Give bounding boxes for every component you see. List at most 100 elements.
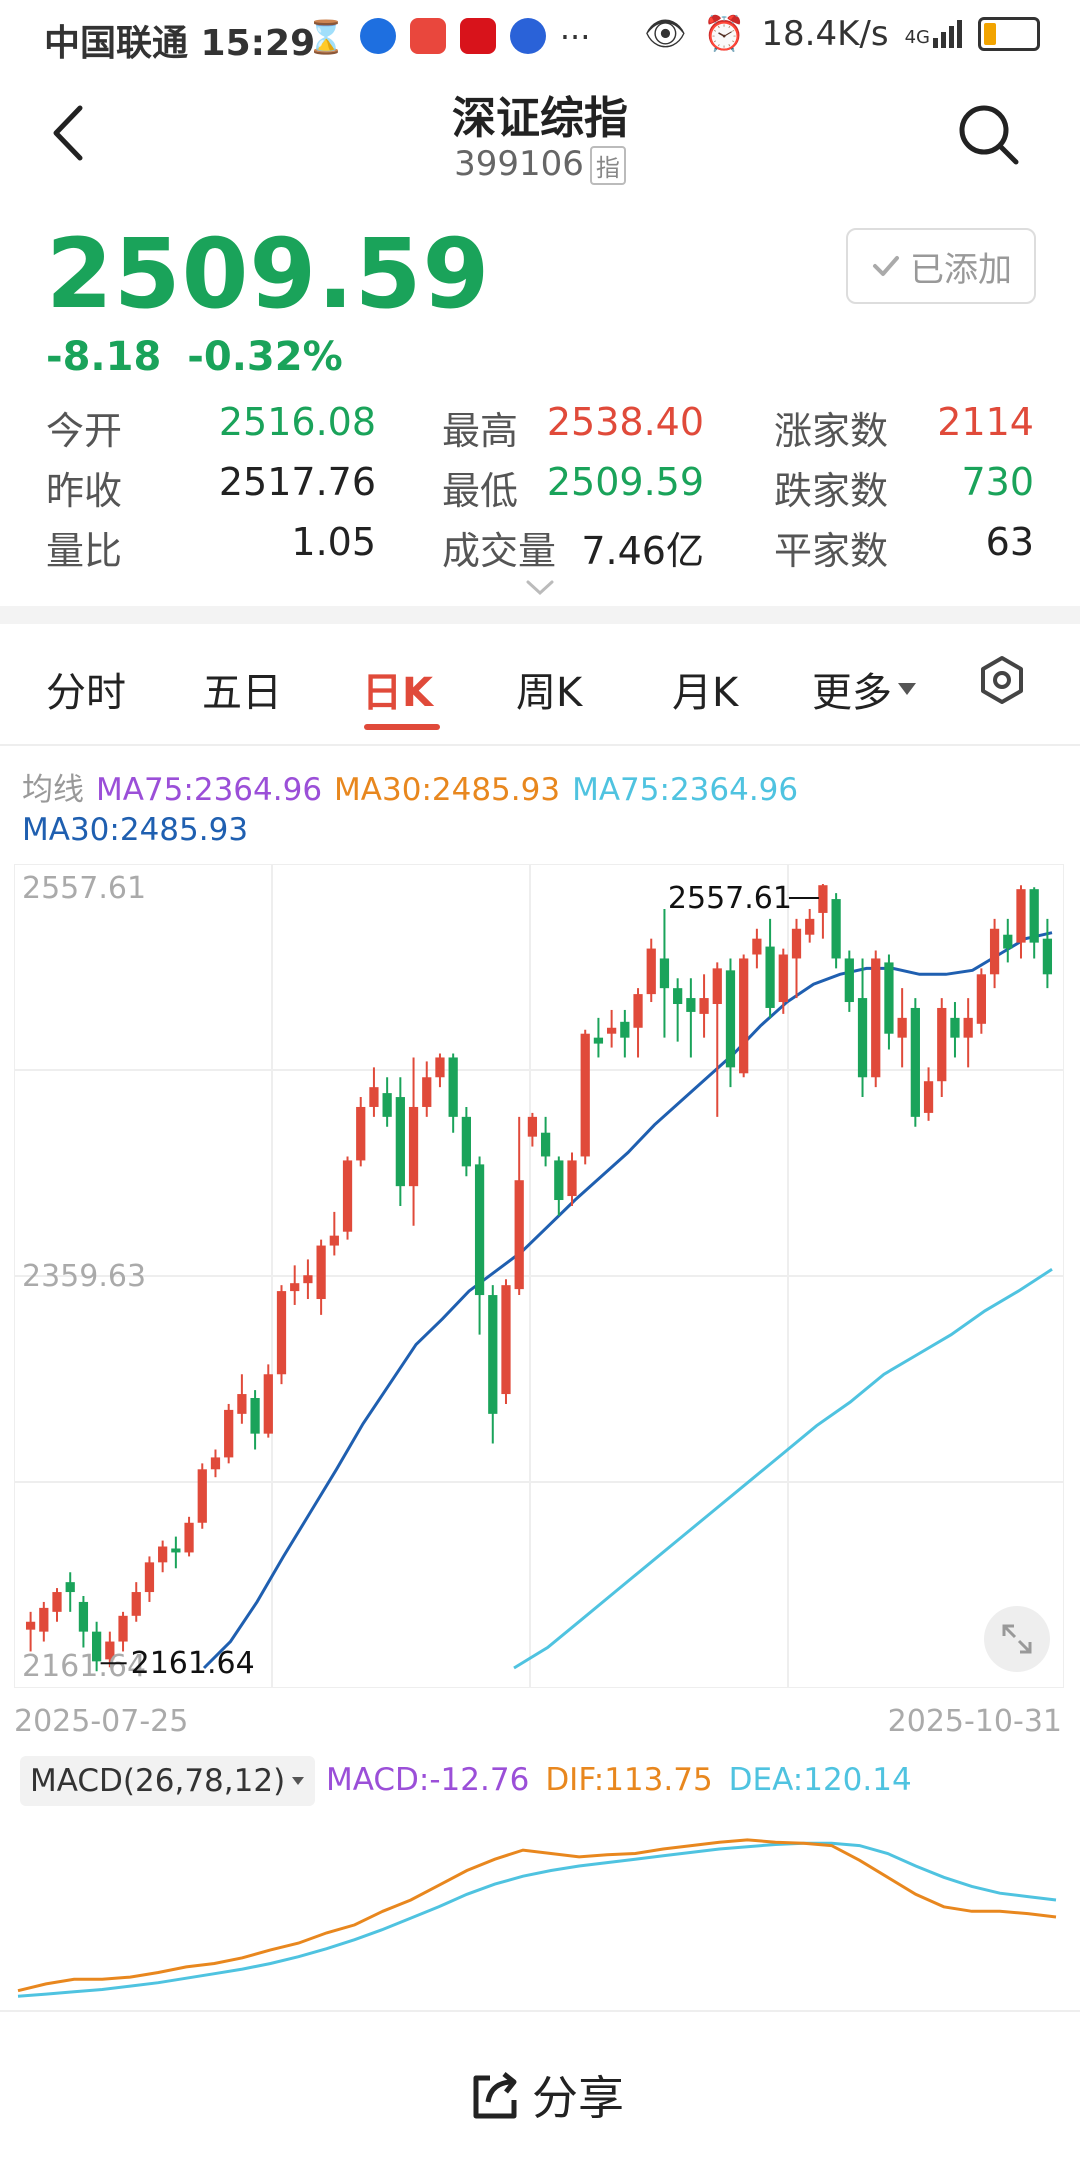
section-divider	[0, 606, 1080, 624]
stat-prev-close: 昨收 2517.76	[46, 460, 376, 513]
candle-body	[171, 1548, 181, 1553]
candle-body	[276, 1291, 287, 1375]
candle-body	[461, 1116, 471, 1167]
x-axis-start-date: 2025-07-25	[14, 1704, 189, 1739]
ma-legend: 均线 MA75:2364.96 MA30:2485.93 MA75:2364.96 M…	[22, 770, 1062, 850]
candle-body	[778, 954, 788, 1003]
candle-body	[210, 1457, 221, 1470]
candle-body	[1029, 889, 1039, 943]
candle-body	[831, 899, 841, 959]
app-icon	[459, 18, 496, 54]
stat-high: 最高 2538.40	[442, 400, 704, 453]
candle-body	[39, 1607, 49, 1632]
candle-body	[580, 1033, 590, 1157]
search-icon	[959, 105, 1019, 165]
max-price-label: 2557.61	[668, 881, 792, 916]
candle-body	[871, 958, 881, 1078]
candle-body	[1016, 889, 1026, 943]
candle-body	[950, 1017, 960, 1038]
tab-intraday[interactable]: 分时	[46, 670, 126, 716]
hourglass-icon: ⌛	[306, 18, 346, 56]
candle-body	[910, 1007, 920, 1117]
stat-rise-count: 涨家数 2114	[774, 400, 1034, 453]
candle-body	[923, 1081, 934, 1113]
signal-icon: 4G	[905, 20, 962, 48]
indicator-selector-label: MACD(26,78,12)	[30, 1763, 286, 1799]
candle-body	[620, 1021, 630, 1038]
candle-body	[488, 1295, 498, 1414]
candle-body	[725, 970, 736, 1068]
candle-body	[184, 1522, 194, 1553]
candlestick-chart[interactable]: 2557.61 2359.63 2161.64 2557.61 2161.64	[14, 864, 1064, 1688]
battery-icon	[978, 17, 1040, 51]
macd-chart[interactable]	[14, 1816, 1064, 2006]
back-button[interactable]	[40, 98, 100, 168]
ma30-line-value: MA30:2485.93	[22, 812, 249, 848]
min-price-marker: 2161.64	[100, 1646, 255, 1681]
candles-group	[25, 884, 1053, 1672]
candle-body	[527, 1116, 538, 1137]
candle-body	[65, 1582, 75, 1593]
chart-settings-button[interactable]	[976, 654, 1028, 706]
candle-body	[554, 1160, 564, 1201]
fullscreen-button[interactable]	[984, 1606, 1050, 1672]
stat-flat-count: 平家数 63	[774, 520, 1034, 573]
indicator-selector[interactable]: MACD(26,78,12)	[20, 1756, 316, 1806]
macd-value: MACD:-12.76	[326, 1762, 530, 1798]
candle-body	[224, 1409, 234, 1458]
tab-monthly-k[interactable]: 月K	[672, 670, 739, 716]
candle-body	[197, 1469, 207, 1523]
tab-five-day[interactable]: 五日	[202, 670, 282, 716]
change-value: -8.18	[46, 334, 162, 380]
candle-body	[857, 998, 868, 1078]
candle-body	[329, 1235, 339, 1246]
candle-body	[593, 1037, 604, 1044]
candle-body	[25, 1621, 36, 1630]
status-app-icons: ⌛ ···	[306, 18, 590, 56]
expand-stats-button[interactable]	[524, 578, 556, 598]
candle-body	[567, 1160, 577, 1197]
tab-weekly-k[interactable]: 周K	[516, 670, 583, 716]
candle-body	[105, 1641, 115, 1660]
ma-legend-label: 均线	[22, 772, 84, 808]
active-tab-underline	[364, 724, 440, 730]
more-icon: ···	[559, 18, 591, 56]
candle-body	[408, 1106, 419, 1187]
candle-body	[989, 928, 1000, 975]
candle-body	[607, 1027, 617, 1034]
dea-value: DEA:120.14	[728, 1762, 912, 1798]
y-tick-mid: 2359.63	[22, 1259, 146, 1294]
stats-col-1: 今开 2516.08 昨收 2517.76 量比 1.05	[46, 400, 376, 580]
candle-body	[686, 998, 696, 1012]
candle-body	[158, 1546, 168, 1563]
share-button[interactable]: 分享	[466, 2062, 624, 2128]
search-button[interactable]	[956, 102, 1022, 168]
stats-col-2: 最高 2538.40 最低 2509.59 成交量 7.46亿	[442, 400, 704, 580]
candle-body	[237, 1394, 247, 1414]
stock-code: 399106	[454, 144, 584, 184]
candle-body	[791, 928, 802, 959]
candle-body	[976, 974, 986, 1024]
tab-more-label: 更多	[812, 670, 892, 716]
candle-body	[659, 958, 670, 989]
watchlist-added-label: 已添加	[910, 249, 1012, 290]
candle-body	[514, 1180, 524, 1290]
candle-body	[765, 946, 775, 1008]
ma30-line-group	[202, 931, 1053, 1670]
settings-hexagon-icon	[981, 656, 1023, 704]
candle-body	[303, 1275, 313, 1284]
share-icon	[473, 2072, 517, 2119]
candle-body	[937, 1007, 947, 1082]
header: 深证综指 399106 指	[0, 72, 1080, 192]
candle-body	[250, 1398, 260, 1434]
stat-low: 最低 2509.59	[442, 460, 704, 513]
watchlist-added-button[interactable]: 已添加	[846, 228, 1036, 304]
stats-col-3: 涨家数 2114 跌家数 730 平家数 63	[774, 400, 1034, 580]
candle-body	[1003, 934, 1013, 949]
tab-daily-k[interactable]: 日K	[362, 670, 433, 716]
status-carrier-time: 中国联通 15:29	[44, 23, 316, 64]
ma75-line	[513, 1268, 1053, 1670]
candle-body	[395, 1097, 405, 1187]
baidu-icon	[509, 18, 546, 54]
tab-more[interactable]: 更多	[812, 660, 918, 718]
